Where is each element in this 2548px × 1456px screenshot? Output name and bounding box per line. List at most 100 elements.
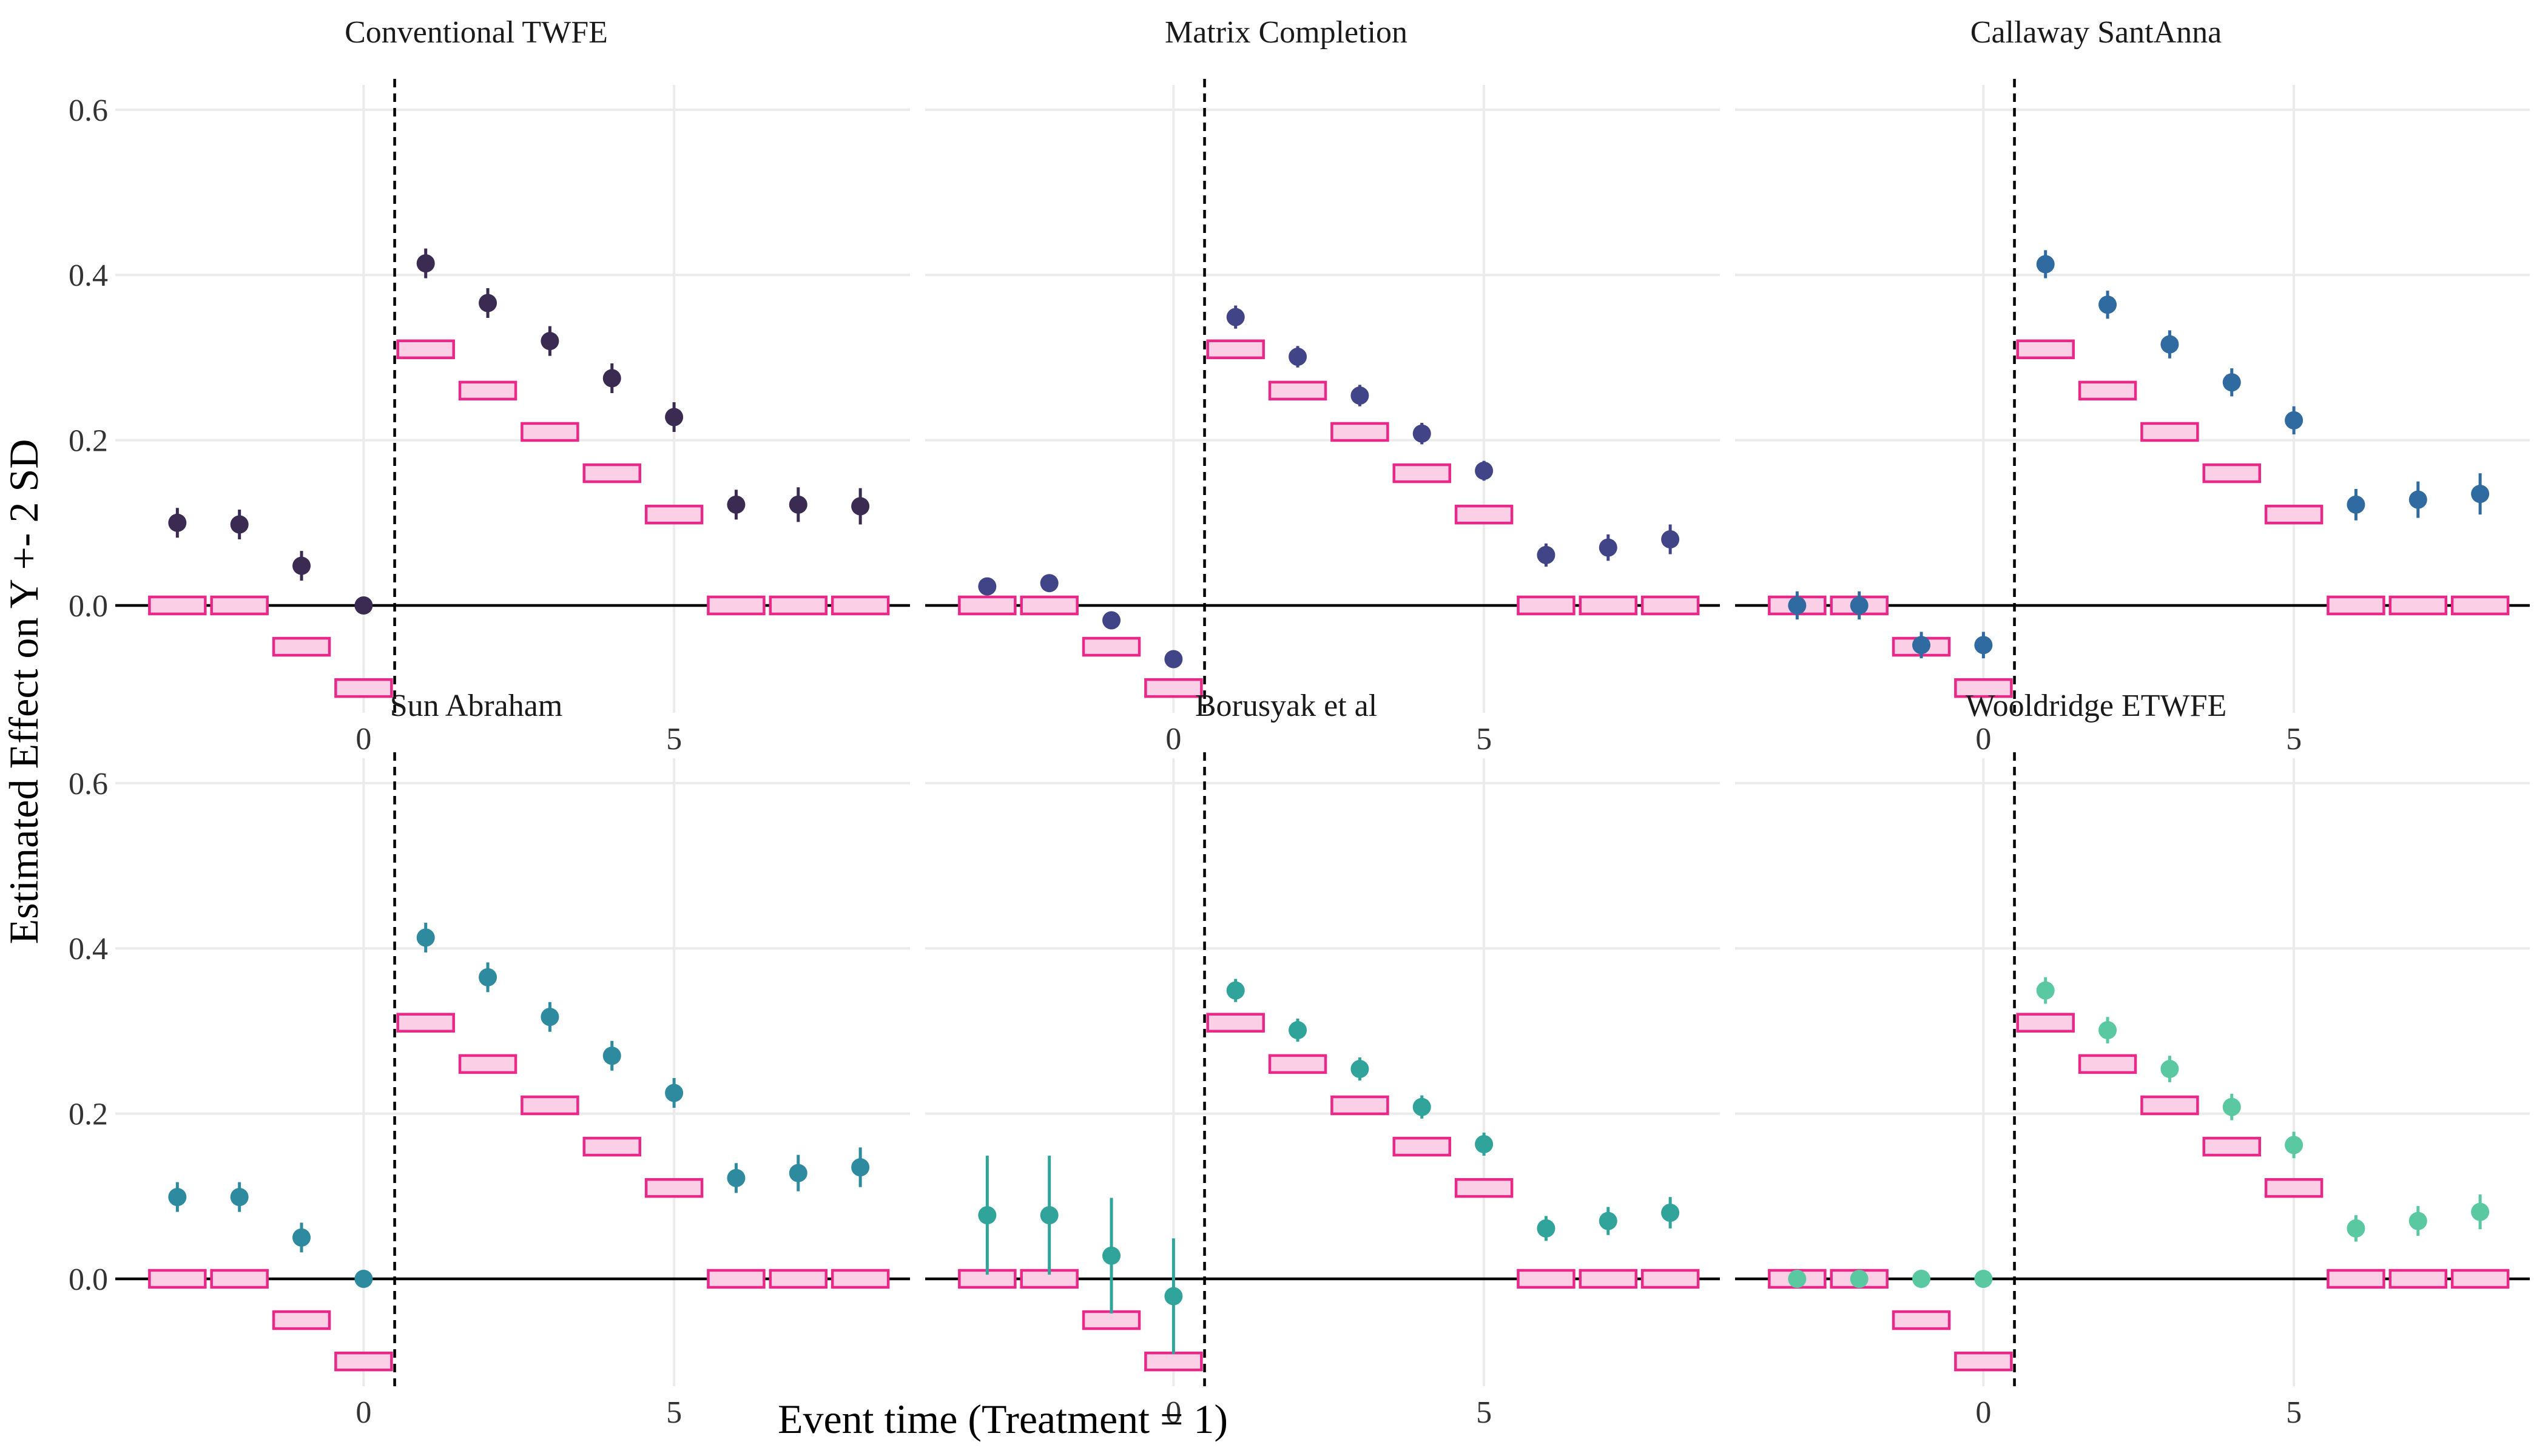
true-effect-box [707, 595, 766, 616]
x-tick-label: 0 [1165, 1395, 1181, 1430]
true-effect-box [2327, 595, 2385, 616]
estimate-point [2160, 335, 2179, 354]
estimate-point [1350, 1060, 1369, 1079]
estimate-point [1912, 1269, 1931, 1288]
panel-title: Matrix Completion [1165, 15, 1407, 50]
true-effect-box [521, 422, 579, 442]
true-effect-box [2016, 1013, 2075, 1033]
x-tick-label: 5 [666, 722, 682, 757]
estimate-point [1350, 386, 1369, 405]
true-effect-box [396, 1013, 455, 1033]
y-tick-label: 0.2 [69, 1097, 108, 1132]
panel-title: Wooldridge ETWFE [1966, 689, 2227, 723]
estimate-point [851, 1158, 870, 1177]
true-effect-box [1954, 1351, 2013, 1372]
true-effect-box [644, 1178, 704, 1198]
panel-2: Matrix Completion 0 5 [925, 15, 1720, 757]
x-axis-title: Event time (Treatment = 1) [778, 1396, 1228, 1442]
x-tick-label: 5 [1476, 1395, 1492, 1430]
true-effect-box [831, 595, 890, 616]
true-effect-box [334, 678, 393, 698]
x-tick-label: 0 [1975, 1395, 1991, 1430]
estimate-point [2285, 411, 2304, 430]
estimate-point [2347, 1219, 2365, 1238]
true-effect-box [396, 339, 455, 360]
estimate-point [1102, 1246, 1121, 1265]
true-effect-box [1144, 678, 1203, 698]
true-effect-box [334, 1351, 393, 1372]
estimate-point [602, 1046, 621, 1065]
estimate-point [1788, 1269, 1807, 1288]
true-effect-box [1640, 595, 1700, 616]
panel-title: Callaway SantAnna [1970, 15, 2222, 50]
estimate-point [230, 515, 249, 534]
estimate-point [479, 294, 497, 312]
true-effect-box [582, 463, 641, 484]
true-effect-box [1020, 595, 1079, 616]
true-effect-box [769, 595, 828, 616]
true-effect-box [1454, 1178, 1514, 1198]
true-effect-box [1206, 339, 1265, 360]
estimate-point [2471, 1202, 2490, 1221]
true-effect-box [2450, 1269, 2510, 1289]
estimate-point [1289, 348, 1307, 366]
estimate-point [789, 1164, 807, 1182]
estimate-point [2222, 1097, 2241, 1116]
panel-1: Conventional TWFE 0.0 0.2 0.4 0.6 0 5 [69, 15, 910, 757]
estimate-point [2036, 981, 2055, 1000]
true-effect-box [958, 595, 1017, 616]
true-effect-box [1144, 1351, 1203, 1372]
estimate-point [1289, 1021, 1307, 1040]
estimate-point [1599, 1212, 1617, 1230]
true-effect-box [272, 1310, 331, 1330]
estimate-point [1226, 981, 1245, 1000]
x-tick-label: 0 [1165, 722, 1181, 757]
x-tick-label: 5 [2286, 722, 2302, 757]
estimate-point [2471, 485, 2490, 504]
y-tick-label: 0.0 [69, 1262, 108, 1297]
true-effect-box [2450, 595, 2510, 616]
x-tick-label: 0 [356, 722, 371, 757]
true-effect-box [1330, 1095, 1389, 1116]
estimate-point [1475, 461, 1494, 480]
estimate-point [2408, 490, 2427, 509]
x-tick-label: 0 [1975, 722, 1991, 757]
true-effect-box [2388, 1269, 2448, 1289]
estimate-point [479, 968, 497, 986]
true-effect-box [1392, 463, 1451, 484]
estimate-point [1040, 1206, 1059, 1225]
estimate-point [1661, 530, 1680, 549]
estimate-point [2408, 1212, 2427, 1230]
true-effect-box [1268, 1054, 1327, 1074]
true-effect-box [1517, 1269, 1576, 1289]
estimate-point [541, 332, 559, 351]
y-tick-label: 0.6 [69, 767, 108, 801]
estimate-point [1412, 1097, 1431, 1116]
true-effect-box [210, 595, 269, 616]
estimate-point [1537, 545, 1555, 564]
true-effect-box [2140, 1095, 2199, 1116]
x-tick-label: 5 [666, 1395, 682, 1430]
estimate-point [1226, 308, 1245, 326]
y-axis-title: Estimated Effect on Y +- 2 SD [1, 439, 47, 945]
estimate-point [1850, 596, 1869, 615]
estimate-point [541, 1008, 559, 1026]
estimate-point [2036, 255, 2055, 274]
true-effect-box [2140, 422, 2199, 442]
true-effect-box [707, 1269, 766, 1289]
estimate-point [789, 495, 807, 514]
estimate-point [1788, 596, 1807, 615]
y-tick-label: 0.4 [69, 258, 108, 293]
panel-4: Sun Abraham 0.0 0.2 0.4 0.6 0 5 [69, 689, 910, 1430]
x-tick-label: 5 [1476, 722, 1492, 757]
true-effect-box [958, 1269, 1017, 1289]
estimate-point [1912, 636, 1931, 655]
estimate-point [851, 497, 870, 516]
true-effect-box [1268, 380, 1327, 401]
true-effect-box [1082, 636, 1141, 657]
estimate-point [354, 1269, 373, 1288]
estimate-point [230, 1188, 249, 1207]
estimate-point [2160, 1060, 2179, 1079]
estimate-point [1537, 1219, 1555, 1238]
